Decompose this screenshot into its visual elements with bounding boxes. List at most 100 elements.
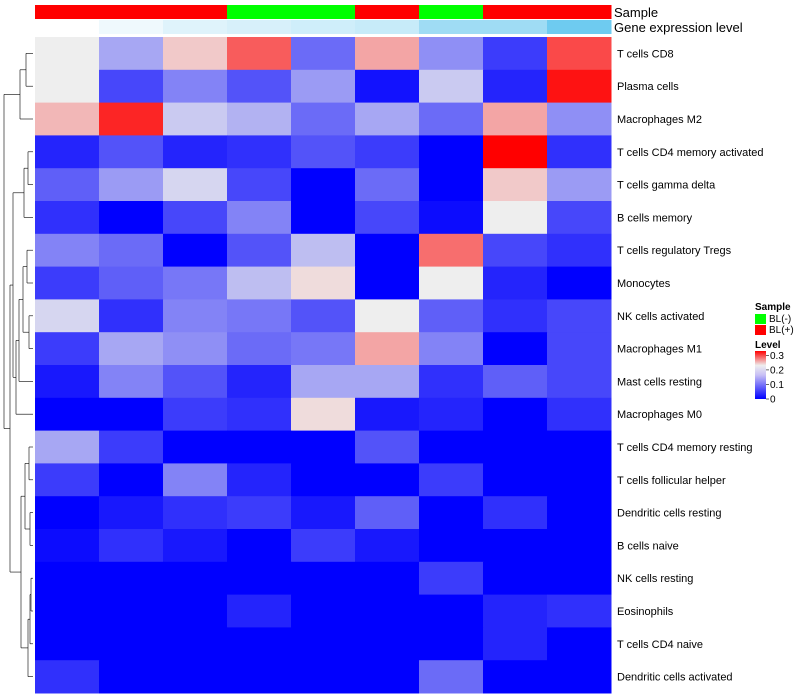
heatmap-cell [547, 660, 612, 694]
heatmap-cells [35, 37, 612, 694]
heatmap-cell [99, 627, 164, 661]
heatmap-cell [419, 299, 484, 333]
sample-annotation-cell [419, 5, 484, 19]
heatmap-cell [483, 266, 548, 300]
heatmap-cell [419, 463, 484, 497]
heatmap-cell [291, 135, 356, 169]
heatmap-cell [291, 561, 356, 596]
row-label: T cells CD4 memory resting [617, 442, 753, 454]
heatmap-cell [35, 135, 100, 169]
heatmap-cell [163, 266, 228, 300]
heatmap-cell [291, 594, 356, 628]
heatmap-cell [419, 430, 484, 464]
expression-annotation-cell [227, 20, 292, 34]
heatmap-cell [355, 233, 420, 268]
heatmap-cell [163, 561, 228, 596]
heatmap-cell [547, 332, 612, 366]
legend-level-ticks: 0.3 0.2 0.1 0 [766, 351, 784, 406]
row-label: Macrophages M0 [617, 409, 702, 421]
heatmap-cell [547, 201, 612, 235]
heatmap-cell [291, 168, 356, 202]
heatmap-cell [35, 266, 100, 300]
heatmap-cell [483, 135, 548, 169]
legend-level-tick-label: 0.2 [770, 365, 784, 376]
heatmap-cell [99, 102, 164, 136]
heatmap-cell [163, 463, 228, 497]
expression-annotation-cell [291, 20, 356, 34]
heatmap-cell [355, 397, 420, 432]
heatmap-cell [227, 37, 292, 71]
heatmap-cell [163, 397, 228, 432]
heatmap-cell [419, 594, 484, 628]
sample-annotation-cell [483, 5, 548, 19]
heatmap-cell [291, 233, 356, 268]
heatmap-cell [291, 627, 356, 661]
heatmap-cell [355, 168, 420, 202]
legend: Sample BL(-) BL(+) Level 0.3 0.2 0.1 0 [755, 302, 794, 406]
expression-annotation-cell [35, 20, 100, 34]
heatmap-cell [35, 594, 100, 628]
heatmap-cell [99, 463, 164, 497]
heatmap-cell [291, 496, 356, 530]
row-label: T cells CD4 memory activated [617, 147, 764, 159]
heatmap-cell [483, 660, 548, 694]
heatmap-cell [547, 594, 612, 628]
heatmap-cell [163, 233, 228, 268]
heatmap-cell [355, 365, 420, 399]
heatmap-cell [483, 594, 548, 628]
heatmap-cell [547, 266, 612, 300]
heatmap-cell [99, 365, 164, 399]
heatmap-cell [227, 332, 292, 366]
heatmap-cell [419, 561, 484, 596]
heatmap-cell [355, 660, 420, 694]
heatmap-cell [99, 496, 164, 530]
heatmap-cell [99, 168, 164, 202]
heatmap-cell [35, 496, 100, 530]
heatmap-cell [227, 660, 292, 694]
heatmap-cell [547, 233, 612, 268]
heatmap-cell [355, 135, 420, 169]
row-label: NK cells resting [617, 573, 693, 585]
heatmap-cell [227, 266, 292, 300]
heatmap-cell [483, 430, 548, 464]
heatmap-cell [163, 430, 228, 464]
heatmap-cell [163, 69, 228, 104]
sample-annotation-cell [227, 5, 292, 19]
heatmap-cell [35, 201, 100, 235]
row-label: Monocytes [617, 278, 671, 290]
heatmap-cell [227, 397, 292, 432]
heatmap-cell [163, 660, 228, 694]
heatmap-cell [99, 529, 164, 563]
expression-annotation-cell [483, 20, 548, 34]
heatmap-cell [227, 430, 292, 464]
heatmap-cell [547, 102, 612, 136]
row-label: B cells naive [617, 540, 679, 552]
heatmap-cell [355, 266, 420, 300]
heatmap-cell [227, 233, 292, 268]
heatmap-cell [291, 529, 356, 563]
legend-sample-title: Sample [755, 302, 791, 313]
heatmap-cell [547, 135, 612, 169]
legend-swatch-bl-neg [755, 314, 766, 324]
heatmap-cell [291, 69, 356, 104]
heatmap-cell [227, 135, 292, 169]
heatmap-cell [483, 37, 548, 71]
heatmap-cell [483, 168, 548, 202]
legend-level-colorbar [755, 351, 766, 399]
heatmap-cell [227, 201, 292, 235]
heatmap-cell [547, 529, 612, 563]
heatmap-cell [163, 168, 228, 202]
heatmap-cell [35, 365, 100, 399]
heatmap-cell [227, 69, 292, 104]
heatmap-cell [355, 561, 420, 596]
heatmap-cell [547, 430, 612, 464]
heatmap-cell [163, 201, 228, 235]
heatmap-cell [419, 102, 484, 136]
legend-swatch-bl-pos [755, 325, 766, 335]
heatmap-cell [355, 627, 420, 661]
heatmap-cell [419, 627, 484, 661]
legend-level-title: Level [755, 340, 781, 351]
row-label: T cells follicular helper [617, 475, 726, 487]
heatmap-cell [99, 233, 164, 268]
heatmap-cell [419, 135, 484, 169]
